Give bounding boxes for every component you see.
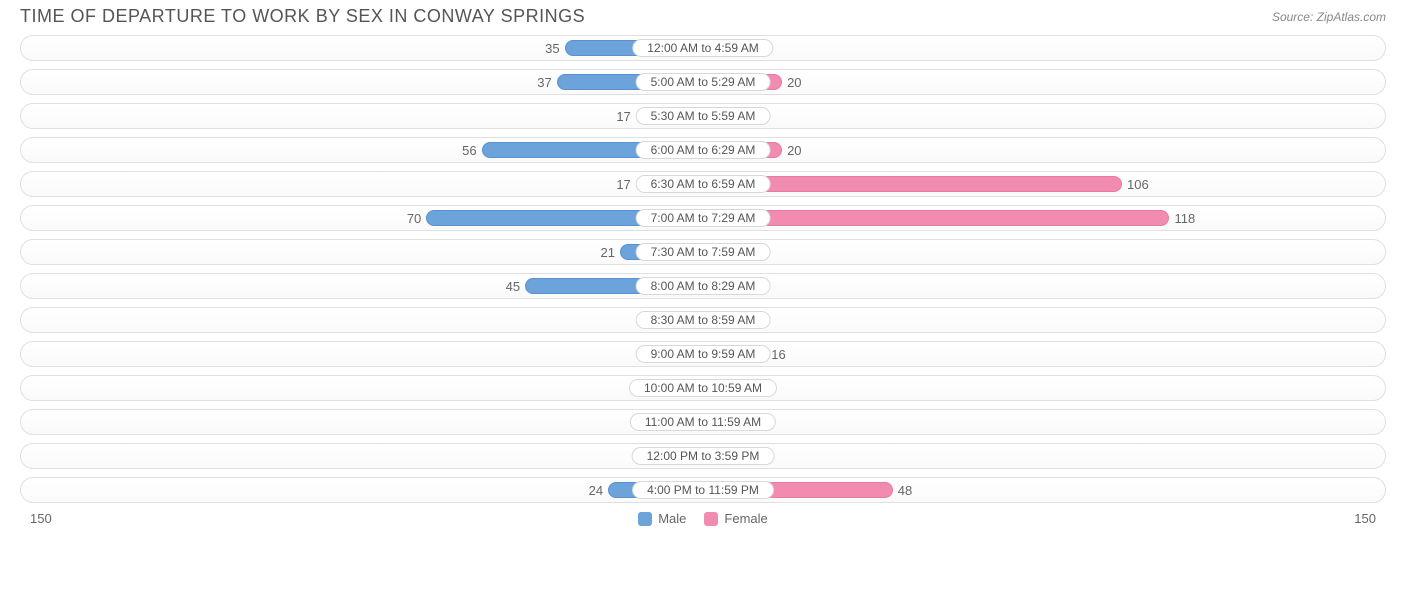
category-label: 11:00 AM to 11:59 AM [630, 413, 776, 431]
legend-item-male: Male [638, 511, 686, 526]
male-value-label: 17 [616, 109, 636, 124]
chart-row: 56 20 6:00 AM to 6:29 AM [20, 137, 1386, 163]
category-label: 8:00 AM to 8:29 AM [636, 277, 771, 295]
chart-footer: 150 Male Female 150 [0, 511, 1406, 526]
male-swatch-icon [638, 512, 652, 526]
female-value-label: 118 [1168, 211, 1195, 226]
chart-row: 008:30 AM to 8:59 AM [20, 307, 1386, 333]
female-value-label: 106 [1121, 177, 1149, 192]
legend-item-female: Female [704, 511, 767, 526]
chart-source: Source: ZipAtlas.com [1272, 10, 1386, 24]
chart-row: 37 20 5:00 AM to 5:29 AM [20, 69, 1386, 95]
category-label: 6:30 AM to 6:59 AM [636, 175, 771, 193]
legend-male-label: Male [658, 511, 686, 526]
category-label: 12:00 AM to 4:59 AM [632, 39, 773, 57]
chart-area: 35212:00 AM to 4:59 AM 37 20 5:00 AM to 5:2… [0, 31, 1406, 503]
category-label: 4:00 PM to 11:59 PM [632, 481, 774, 499]
chart-row: 701187:00 AM to 7:29 AM [20, 205, 1386, 231]
chart-row: 0169:00 AM to 9:59 AM [20, 341, 1386, 367]
chart-row: 9010:00 AM to 10:59 AM [20, 375, 1386, 401]
category-label: 8:30 AM to 8:59 AM [636, 311, 771, 329]
category-label: 9:00 AM to 9:59 AM [636, 345, 771, 363]
legend-female-label: Female [724, 511, 767, 526]
chart-row: 1705:30 AM to 5:59 AM [20, 103, 1386, 129]
category-label: 7:30 AM to 7:59 AM [636, 243, 771, 261]
male-value-label: 45 [506, 279, 526, 294]
chart-row: 17 106 6:30 AM to 6:59 AM [20, 171, 1386, 197]
male-value-label: 17 [616, 177, 636, 192]
chart-row: 35212:00 AM to 4:59 AM [20, 35, 1386, 61]
category-label: 12:00 PM to 3:59 PM [632, 447, 775, 465]
female-value-label: 48 [892, 483, 912, 498]
chart-row: 7512:00 PM to 3:59 PM [20, 443, 1386, 469]
category-label: 5:30 AM to 5:59 AM [636, 107, 771, 125]
chart-row: 24 48 4:00 PM to 11:59 PM [20, 477, 1386, 503]
category-label: 7:00 AM to 7:29 AM [636, 209, 771, 227]
category-label: 5:00 AM to 5:29 AM [636, 73, 771, 91]
male-value-label: 35 [545, 41, 565, 56]
female-value-label: 20 [781, 75, 801, 90]
chart-title: TIME OF DEPARTURE TO WORK BY SEX IN CONW… [20, 6, 585, 27]
category-label: 6:00 AM to 6:29 AM [636, 141, 771, 159]
female-bar: 118 [703, 210, 1169, 226]
chart-row: 4548:00 AM to 8:29 AM [20, 273, 1386, 299]
male-value-label: 24 [589, 483, 609, 498]
female-swatch-icon [704, 512, 718, 526]
male-value-label: 21 [601, 245, 621, 260]
male-value-label: 37 [537, 75, 557, 90]
male-value-label: 70 [407, 211, 427, 226]
male-value-label: 56 [462, 143, 482, 158]
chart-row: 21117:30 AM to 7:59 AM [20, 239, 1386, 265]
chart-row: 6011:00 AM to 11:59 AM [20, 409, 1386, 435]
category-label: 10:00 AM to 10:59 AM [629, 379, 777, 397]
axis-right-max: 150 [1354, 511, 1376, 526]
axis-left-max: 150 [30, 511, 52, 526]
legend: Male Female [638, 511, 768, 526]
chart-header: TIME OF DEPARTURE TO WORK BY SEX IN CONW… [0, 0, 1406, 31]
female-value-label: 20 [781, 143, 801, 158]
